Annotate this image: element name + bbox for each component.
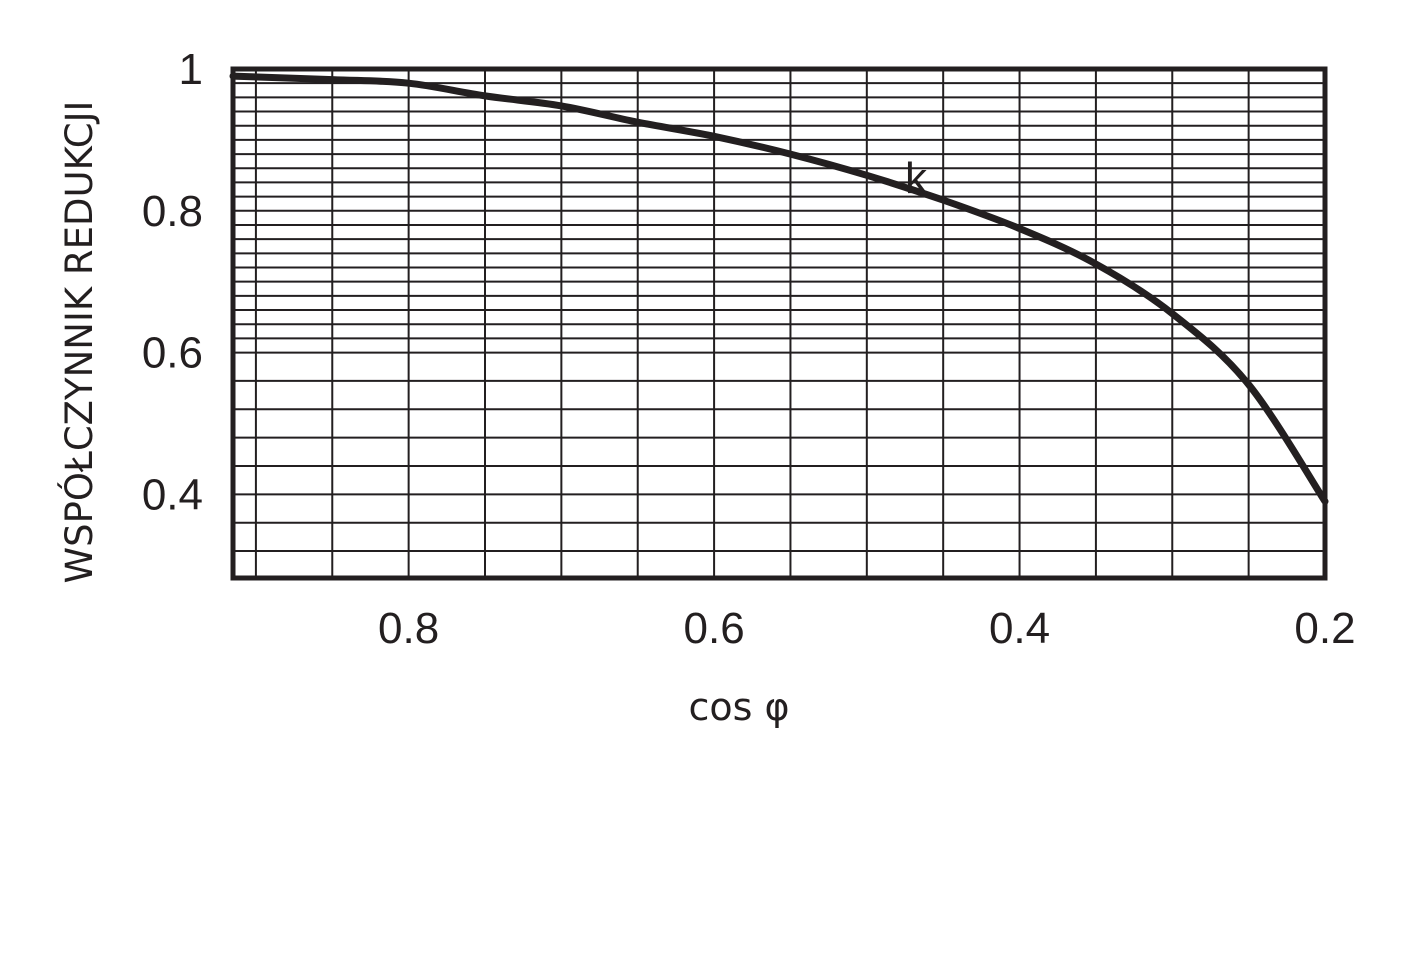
y-tick-label: 0.6 (142, 329, 203, 378)
y-tick-label: 1 (179, 45, 203, 94)
x-axis-title: cos φ (688, 685, 789, 729)
tick-labels: 0.8 0.6 0.4 0.2 1 0.8 0.6 0.4 (142, 45, 1356, 653)
series-label-k: k (905, 154, 928, 203)
y-tick-label: 0.4 (142, 470, 203, 519)
grid (233, 69, 1325, 578)
y-axis-title: WSPÓŁCZYNNIK REDUKCJI (57, 101, 101, 584)
plot-frame (230, 66, 1328, 581)
y-tick-label: 0.8 (142, 187, 203, 236)
x-tick-label: 0.2 (1294, 604, 1355, 653)
series-layer (229, 72, 1329, 505)
x-tick-label: 0.4 (989, 604, 1050, 653)
x-tick-label: 0.8 (378, 604, 439, 653)
x-tick-label: 0.6 (684, 604, 745, 653)
series-line-k (229, 72, 1329, 505)
